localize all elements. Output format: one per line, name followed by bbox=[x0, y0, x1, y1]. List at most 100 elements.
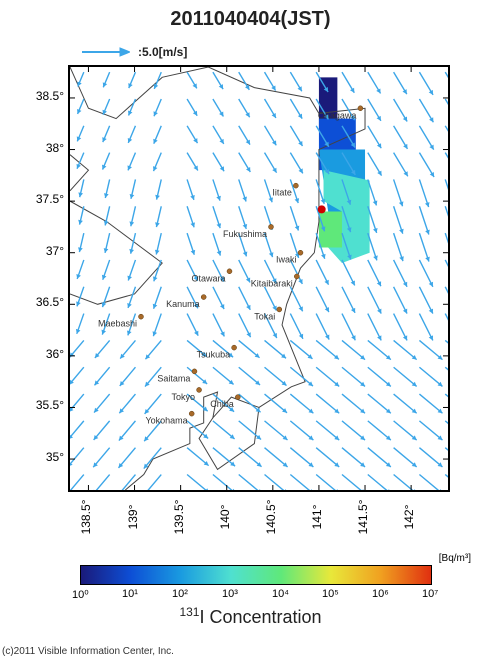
x-tick: 140.5° bbox=[264, 500, 278, 535]
x-tick: 142° bbox=[402, 505, 416, 530]
colorbar-tick: 10² bbox=[172, 588, 188, 600]
wind-arrow bbox=[342, 448, 365, 467]
city-marker bbox=[197, 387, 202, 392]
city-label: Iwaki bbox=[276, 255, 297, 265]
coastline bbox=[70, 155, 88, 191]
wind-arrow bbox=[419, 233, 428, 261]
city-label: Kitaibaraki bbox=[251, 278, 293, 288]
y-tick: 35.5° bbox=[32, 398, 64, 412]
plume-region bbox=[319, 211, 342, 247]
wind-arrow bbox=[445, 153, 448, 178]
x-tick: 139.5° bbox=[172, 500, 186, 535]
city-label: Maebashi bbox=[98, 319, 137, 329]
wind-arrowhead bbox=[130, 194, 135, 199]
y-tick: 37° bbox=[32, 244, 64, 258]
colorbar-tick: 10³ bbox=[222, 588, 238, 600]
wind-arrowhead bbox=[78, 192, 83, 197]
wind-arrowhead bbox=[104, 193, 109, 198]
x-tick: 140° bbox=[218, 505, 232, 530]
isotope-label: I Concentration bbox=[199, 607, 321, 627]
city-marker bbox=[358, 106, 363, 111]
wind-arrow bbox=[419, 340, 442, 359]
wind-arrow bbox=[368, 421, 391, 440]
city-marker bbox=[293, 183, 298, 188]
figure: 2011040404(JST) :5.0[m/s] OnagawaIitateF… bbox=[0, 0, 501, 659]
wind-arrowhead bbox=[129, 221, 134, 226]
wind-arrow bbox=[290, 421, 313, 440]
plot-title: 2011040404(JST) bbox=[0, 8, 501, 31]
city-label: Onagawa bbox=[318, 110, 357, 120]
map-svg: OnagawaIitateFukushimaIwakiKitaibarakiTo… bbox=[70, 67, 448, 490]
wind-arrow bbox=[316, 448, 339, 467]
wind-arrow bbox=[239, 448, 262, 467]
city-label: Saitama bbox=[157, 373, 190, 383]
wind-arrow bbox=[445, 99, 448, 123]
map-plot: OnagawaIitateFukushimaIwakiKitaibarakiTo… bbox=[68, 65, 450, 492]
wind-arrowhead bbox=[78, 247, 83, 252]
x-tick: 141.5° bbox=[356, 500, 370, 535]
wind-arrow bbox=[368, 260, 381, 286]
wind-arrow bbox=[93, 475, 110, 490]
wind-arrowhead bbox=[155, 250, 160, 255]
wind-arrow bbox=[394, 260, 407, 287]
city-label: Yokohama bbox=[145, 416, 187, 426]
wind-arrow bbox=[265, 421, 288, 440]
wind-arrow bbox=[445, 233, 448, 261]
city-marker bbox=[277, 307, 282, 312]
wind-arrow bbox=[342, 314, 355, 341]
city-label: Otawara bbox=[191, 273, 225, 283]
wind-arrow bbox=[368, 448, 391, 467]
wind-arrow bbox=[368, 394, 391, 413]
wind-arrow bbox=[394, 475, 417, 490]
wind-arrow bbox=[445, 287, 448, 314]
city-marker bbox=[138, 314, 143, 319]
wind-arrow bbox=[419, 314, 432, 341]
wind-arrow bbox=[342, 340, 365, 359]
legend-arrow-label: :5.0[m/s] bbox=[138, 45, 187, 59]
x-axis-label: 131I Concentration bbox=[0, 605, 501, 628]
colorbar-tick: 10⁴ bbox=[272, 588, 289, 600]
wind-arrow bbox=[368, 287, 381, 314]
x-tick: 139° bbox=[126, 505, 140, 530]
wind-arrow bbox=[342, 394, 365, 413]
city-marker bbox=[294, 274, 299, 279]
colorbar-tick: 10⁶ bbox=[372, 588, 389, 600]
wind-arrow bbox=[419, 206, 428, 234]
wind-arrow bbox=[445, 314, 448, 341]
wind-arrow bbox=[143, 475, 161, 490]
y-tick: 38.5° bbox=[32, 89, 64, 103]
wind-arrow bbox=[265, 448, 288, 467]
wind-arrow bbox=[368, 367, 391, 386]
wind-arrow bbox=[265, 475, 288, 490]
colorbar-tick: 10⁵ bbox=[322, 588, 339, 600]
wind-arrow bbox=[394, 233, 403, 261]
wind-arrow bbox=[445, 340, 448, 359]
wind-arrow bbox=[445, 126, 448, 151]
wind-arrow bbox=[394, 340, 417, 359]
y-tick: 37.5° bbox=[32, 192, 64, 206]
wind-arrow bbox=[419, 260, 432, 287]
wind-arrow bbox=[342, 367, 365, 386]
wind-arrow bbox=[70, 475, 84, 490]
isotope-sup: 131 bbox=[179, 605, 199, 619]
wind-arrow bbox=[394, 287, 407, 314]
city-marker bbox=[235, 395, 240, 400]
city-marker bbox=[268, 224, 273, 229]
wind-arrow bbox=[213, 475, 236, 490]
city-marker bbox=[227, 269, 232, 274]
wind-arrow bbox=[342, 421, 365, 440]
colorbar bbox=[80, 565, 432, 585]
x-tick: 138.5° bbox=[79, 500, 93, 535]
colorbar-tick: 10⁷ bbox=[422, 588, 438, 600]
wind-arrow bbox=[187, 475, 209, 490]
wind-arrowhead bbox=[78, 220, 83, 225]
wind-arrow bbox=[394, 314, 407, 341]
city-label: Tokyo bbox=[172, 392, 196, 402]
wind-arrow bbox=[394, 367, 417, 386]
wind-arrow bbox=[316, 367, 339, 386]
wind-arrow bbox=[118, 475, 135, 490]
source-marker bbox=[318, 205, 326, 213]
wind-arrow bbox=[290, 394, 313, 413]
wind-arrowhead bbox=[129, 249, 134, 254]
wind-arrow bbox=[70, 448, 84, 467]
